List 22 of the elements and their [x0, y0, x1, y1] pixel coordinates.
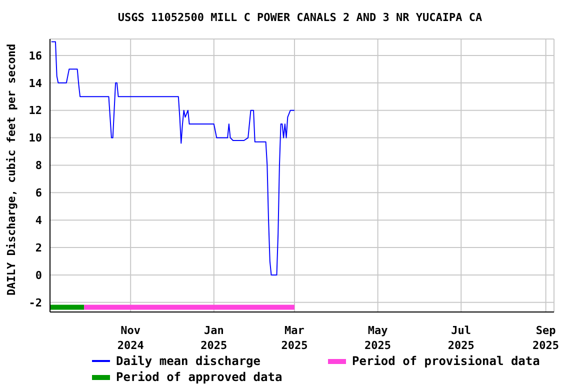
- y-tick-label: 16: [28, 49, 42, 62]
- x-tick-label: Jul 2025: [448, 324, 474, 352]
- x-tick-label: Nov 2024: [117, 324, 144, 352]
- line-series: [50, 41, 295, 276]
- x-tick-label: Sep 2025: [532, 324, 560, 352]
- legend-label: Daily mean discharge: [116, 354, 260, 368]
- y-tick-label: 14: [28, 76, 42, 90]
- x-tick-label: Mar 2025: [281, 324, 308, 352]
- y-tick-label: 12: [28, 104, 42, 118]
- x-tick-label: Jan 2025: [200, 324, 228, 352]
- chart-title: USGS 11052500 MILL C POWER CANALS 2 AND 3 NR YUCAIPA CA: [116, 11, 484, 24]
- y-tick-label: 6: [35, 186, 42, 200]
- y-axis-title: DAILY Discharge, cubic feet per second: [4, 44, 18, 296]
- y-tick-label: 8: [35, 159, 42, 172]
- y-tick-label: 2: [35, 241, 42, 254]
- y-tick-label: 10: [28, 132, 42, 145]
- legend-label: Period of approved data: [116, 370, 282, 384]
- y-tick-label: 0: [35, 268, 42, 282]
- y-tick-label: 4: [35, 214, 42, 227]
- legend-label: Period of provisional data: [352, 354, 540, 368]
- x-tick-label: May 2025: [364, 324, 392, 352]
- y-tick-label: -2: [28, 296, 42, 310]
